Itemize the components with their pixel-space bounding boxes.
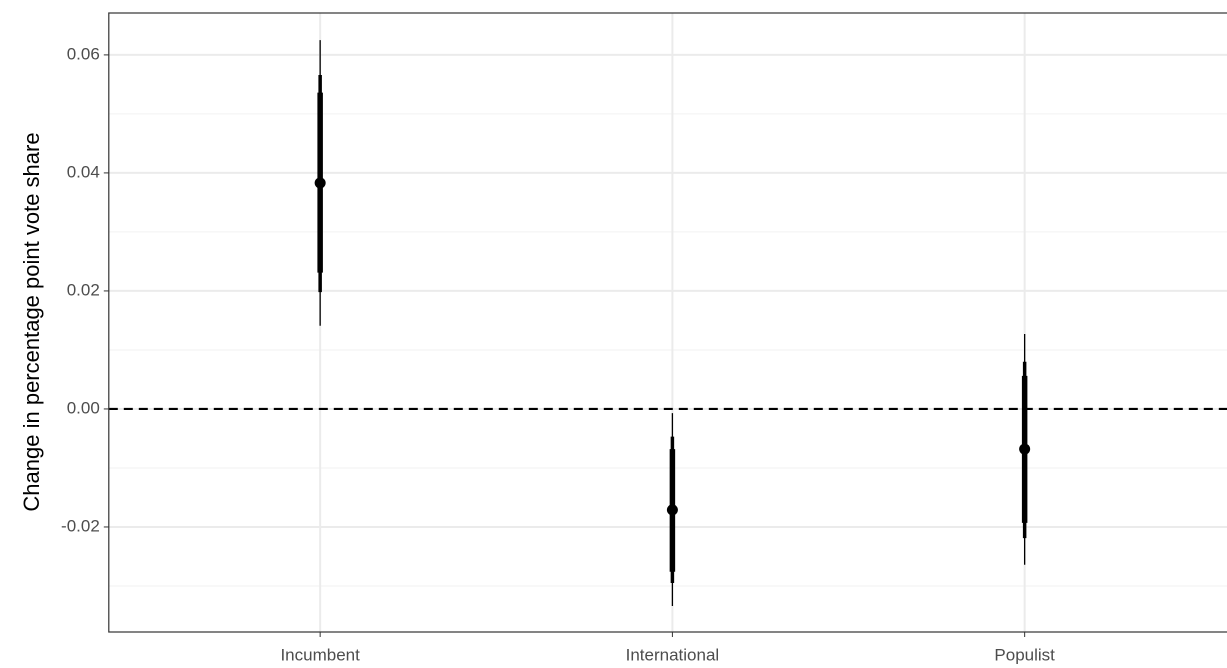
x-tick-label: Populist [994, 645, 1055, 664]
point-estimate [314, 177, 326, 189]
panel-background [108, 13, 1227, 632]
x-tick-label: Incumbent [280, 645, 360, 664]
y-tick-label: 0.04 [67, 162, 100, 181]
y-axis-label: Change in percentage point vote share [19, 132, 44, 511]
x-tick-label: International [626, 645, 720, 664]
point-estimate [1019, 443, 1031, 455]
y-tick-label: 0.00 [67, 398, 100, 417]
y-tick-label: 0.02 [67, 280, 100, 299]
y-tick-label: 0.06 [67, 44, 100, 63]
y-tick-label: -0.02 [61, 516, 100, 535]
point-estimate [666, 504, 678, 516]
